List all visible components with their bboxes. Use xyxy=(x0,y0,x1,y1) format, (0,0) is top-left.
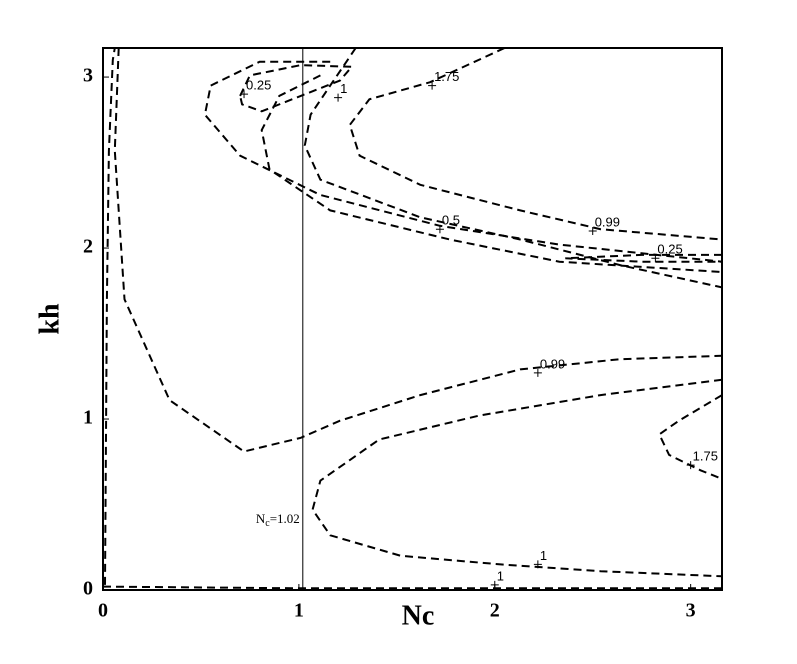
contour-label: 0.99 xyxy=(595,214,620,229)
contour-label: 0.25 xyxy=(657,242,682,257)
contour-label-marker xyxy=(334,93,343,102)
contour-label-marker xyxy=(240,90,249,99)
contour-label: 0.5 xyxy=(442,213,460,228)
y-axis-label: kh xyxy=(34,303,65,335)
vline-label-sub: c xyxy=(265,518,270,529)
contour-line xyxy=(239,64,354,113)
contour-line xyxy=(104,48,116,585)
contour-label: 0.25 xyxy=(246,78,271,93)
contour-label-marker xyxy=(490,580,499,589)
contour-line xyxy=(103,585,722,590)
contour-label: 1 xyxy=(497,568,504,583)
contour-label: 0.99 xyxy=(540,356,565,371)
x-tick-label: 2 xyxy=(490,600,500,622)
contour-line xyxy=(203,60,722,263)
y-tick-label: 2 xyxy=(83,236,93,258)
contour-label-marker xyxy=(428,81,437,90)
vline-label: Nc=1.02 xyxy=(256,511,300,529)
vline-label-main: N xyxy=(256,511,266,526)
y-tick-label: 3 xyxy=(83,65,93,87)
x-tick-label: 1 xyxy=(294,600,304,622)
contour-line xyxy=(565,253,722,263)
contour-label-marker xyxy=(533,368,542,377)
y-tick-label: 1 xyxy=(83,407,93,429)
frame xyxy=(102,47,723,591)
contour-label-marker xyxy=(686,461,695,470)
plot-area xyxy=(103,48,722,590)
x-axis-label: Nc xyxy=(402,600,435,631)
contour-line xyxy=(348,48,722,241)
vline-label-value: =1.02 xyxy=(270,511,300,526)
x-tick-label: 0 xyxy=(98,600,108,622)
contour-line xyxy=(658,394,722,480)
contour-label: 1 xyxy=(540,548,547,563)
contour-label: 1 xyxy=(340,81,347,96)
contour-label: 1.75 xyxy=(693,449,718,464)
contour-line xyxy=(260,74,722,273)
contour-line xyxy=(303,48,722,289)
contour-label-marker xyxy=(435,225,444,234)
contour-label-marker xyxy=(533,560,542,569)
x-tick-label: 3 xyxy=(686,600,696,622)
contour-line xyxy=(113,48,722,453)
y-tick-label: 0 xyxy=(83,578,93,600)
contour-label-marker xyxy=(588,226,597,235)
contour-label-marker xyxy=(651,254,660,263)
contour-label: 1.75 xyxy=(434,69,459,84)
